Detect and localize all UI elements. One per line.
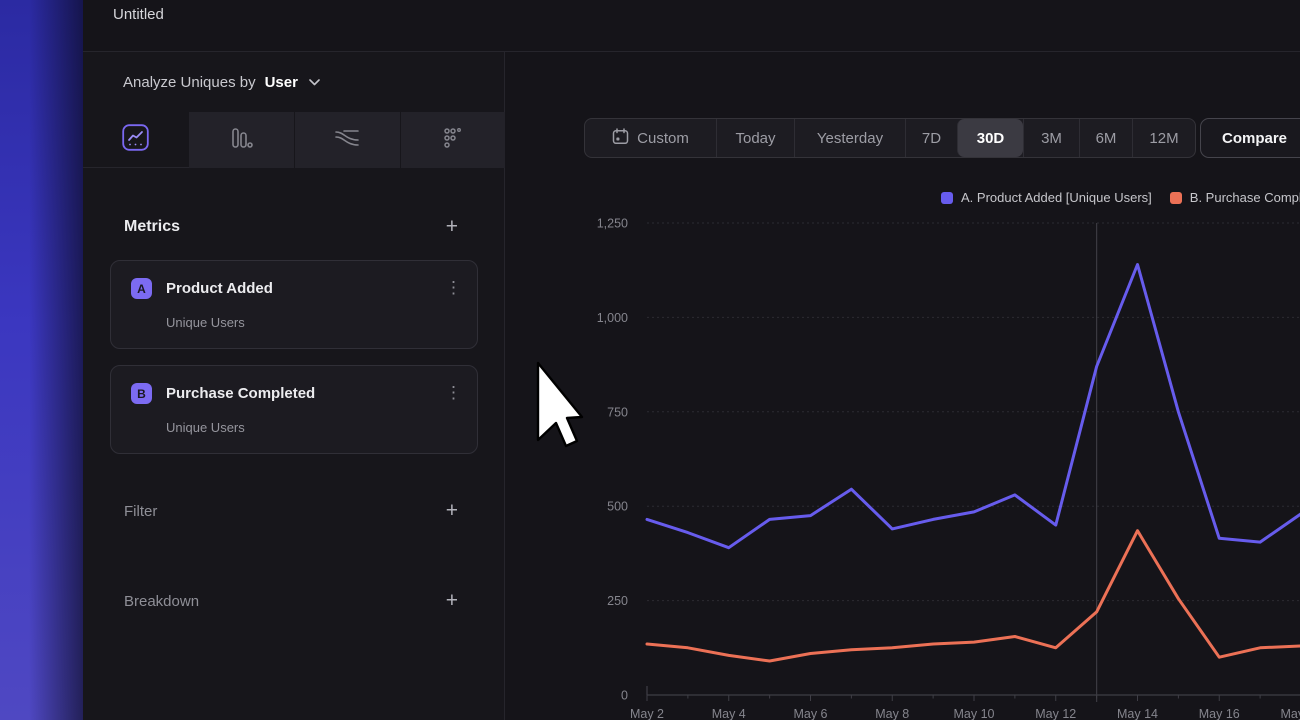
report-title[interactable]: Untitled [113, 6, 164, 23]
svg-text:May 12: May 12 [1035, 707, 1076, 720]
svg-text:May 18: May 18 [1281, 707, 1300, 720]
add-metric-button[interactable]: + [445, 215, 458, 238]
svg-text:May 10: May 10 [954, 707, 995, 720]
background-gradient [0, 0, 83, 720]
analyze-label: Analyze Uniques by [123, 73, 256, 91]
range-6m[interactable]: 6M [1079, 119, 1132, 157]
add-filter-button[interactable]: + [445, 499, 458, 522]
calendar-icon [612, 127, 629, 149]
tab-line-chart[interactable] [83, 112, 189, 168]
range-yesterday[interactable]: Yesterday [794, 119, 905, 157]
svg-text:May 14: May 14 [1117, 707, 1158, 720]
metric-measurement[interactable]: Unique Users [166, 420, 245, 435]
chart-type-tabs [83, 112, 505, 168]
metric-name: Product Added [166, 280, 273, 297]
analyze-by-row[interactable]: Analyze Uniques by User [123, 52, 320, 112]
filter-header: Filter [124, 502, 158, 520]
svg-text:250: 250 [607, 594, 628, 608]
svg-text:500: 500 [607, 500, 628, 514]
tab-flow[interactable] [294, 112, 400, 168]
range-7d[interactable]: 7D [905, 119, 957, 157]
svg-text:May 4: May 4 [712, 707, 746, 720]
svg-text:1,250: 1,250 [597, 217, 628, 231]
svg-text:May 16: May 16 [1199, 707, 1240, 720]
line-chart-icon [122, 124, 149, 156]
legend-swatch-a [941, 191, 953, 204]
add-breakdown-button[interactable]: + [445, 589, 458, 612]
app-window: Untitled Analyze Uniques by User [83, 0, 1300, 720]
metrics-header: Metrics [124, 218, 181, 235]
legend-label: A. Product Added [Unique Users] [961, 190, 1152, 205]
line-chart[interactable]: 0 250 500 750 1,000 1,250 May 2 May 4 May 6 May 8… [505, 52, 1300, 720]
compare-button[interactable]: Compare [1200, 118, 1300, 158]
svg-text:750: 750 [607, 405, 628, 419]
kebab-menu-icon[interactable]: ⋮ [445, 383, 462, 402]
metrics-header-row: Metrics + [124, 212, 458, 242]
metric-measurement[interactable]: Unique Users [166, 315, 245, 330]
filter-header-row: Filter + [124, 496, 458, 526]
range-3m[interactable]: 3M [1023, 119, 1079, 157]
svg-text:May 8: May 8 [875, 707, 909, 720]
svg-text:1,000: 1,000 [597, 311, 628, 325]
svg-text:May 2: May 2 [630, 707, 664, 720]
top-bar: Untitled [83, 0, 1300, 52]
date-range-picker: Custom Today Yesterday 7D 30D 3M 6M 12M [584, 118, 1196, 158]
metric-name: Purchase Completed [166, 385, 316, 402]
kebab-menu-icon[interactable]: ⋮ [445, 278, 462, 297]
chart-panel: Custom Today Yesterday 7D 30D 3M 6M 12M … [505, 52, 1300, 720]
metric-card-a[interactable]: A Product Added ⋮ Unique Users [110, 260, 478, 349]
legend-label: B. Purchase Completed [Unique Users] [1189, 190, 1300, 205]
query-sidebar: Analyze Uniques by User [83, 52, 505, 720]
legend-swatch-b [1169, 191, 1182, 204]
range-label: Custom [637, 129, 689, 147]
metric-card-b[interactable]: B Purchase Completed ⋮ Unique Users [110, 365, 478, 454]
breakdown-header-row: Breakdown + [124, 586, 458, 616]
legend-item-a[interactable]: A. Product Added [Unique Users] [941, 190, 1152, 205]
range-12m[interactable]: 12M [1132, 119, 1195, 157]
tab-bar-chart[interactable] [188, 112, 294, 168]
range-today[interactable]: Today [716, 119, 794, 157]
chart-legend: A. Product Added [Unique Users] B. Purch… [941, 190, 1300, 205]
svg-text:0: 0 [621, 689, 628, 703]
retention-grid-icon [441, 126, 465, 155]
flow-icon [334, 127, 360, 154]
bar-chart-icon [229, 126, 254, 155]
range-custom[interactable]: Custom [585, 119, 716, 157]
metric-badge-b: B [131, 383, 152, 404]
breakdown-header: Breakdown [124, 592, 200, 610]
range-30d[interactable]: 30D [957, 119, 1023, 157]
legend-item-b[interactable]: B. Purchase Completed [Unique Users] [1169, 190, 1300, 205]
metric-badge-a: A [131, 278, 152, 299]
analyze-by-value[interactable]: User [264, 73, 298, 91]
tab-retention-grid[interactable] [399, 112, 505, 168]
chevron-down-icon [309, 78, 320, 86]
svg-text:May 6: May 6 [793, 707, 827, 720]
